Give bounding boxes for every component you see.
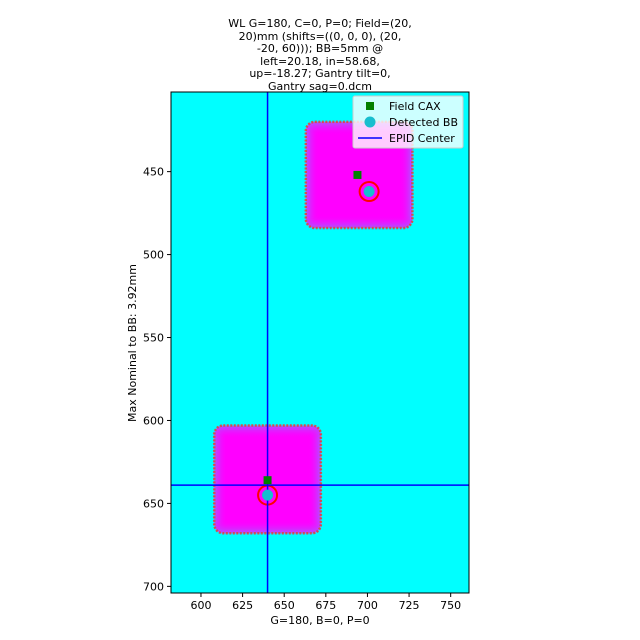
legend-label: Detected BB (389, 116, 458, 129)
y-tick-label: 700 (143, 580, 164, 593)
field-cax-marker (263, 476, 272, 485)
title-line: -20, 60))); BB=5mm @ (256, 42, 384, 56)
legend-swatch-detected-bb (364, 116, 376, 128)
legend-label: EPID Center (389, 132, 455, 145)
chart-title: WL G=180, C=0, P=0; Field=(20, 20)mm (sh… (160, 17, 480, 94)
field-cax-marker (353, 170, 362, 179)
x-axis: 600 625 650 675 700 725 750 (190, 593, 461, 612)
plot-frame (170, 91, 470, 594)
legend-box (352, 95, 464, 149)
x-tick-label: 700 (357, 599, 378, 612)
x-tick-label: 600 (190, 599, 211, 612)
title-line: 20)mm (shifts=((0, 0, 0), (20, (238, 29, 402, 43)
y-axis: 450 500 550 600 650 700 (143, 166, 171, 593)
title-line: WL G=180, C=0, P=0; Field=(20, (228, 17, 412, 30)
x-tick-label: 750 (440, 599, 461, 612)
y-tick-label: 650 (143, 497, 164, 510)
legend-label: Field CAX (389, 100, 441, 113)
y-axis-label: Max Nominal to BB: 3.92mm (126, 264, 139, 422)
field-edge (213, 424, 323, 535)
bb-outline (358, 181, 380, 203)
title-line: Gantry sag=0.dcm (268, 79, 372, 93)
detected-bb-marker (363, 186, 375, 198)
x-tick-label: 625 (232, 599, 253, 612)
x-axis-label: G=180, B=0, P=0 (270, 614, 369, 627)
field-edge (304, 120, 414, 230)
legend: Field CAX Detected BB EPID Center (352, 95, 464, 149)
y-tick-label: 500 (143, 249, 164, 262)
x-tick-label: 675 (315, 599, 336, 612)
y-tick-label: 450 (143, 166, 164, 179)
legend-swatch-field-cax (366, 102, 374, 110)
detected-bb-marker (262, 489, 274, 501)
title-line: left=20.18, in=58.68, (260, 54, 380, 68)
x-tick-label: 725 (399, 599, 420, 612)
y-tick-label: 550 (143, 332, 164, 345)
x-tick-label: 650 (274, 599, 295, 612)
title-line: up=-18.27; Gantry tilt=0, (249, 67, 391, 81)
y-tick-label: 600 (143, 414, 164, 427)
